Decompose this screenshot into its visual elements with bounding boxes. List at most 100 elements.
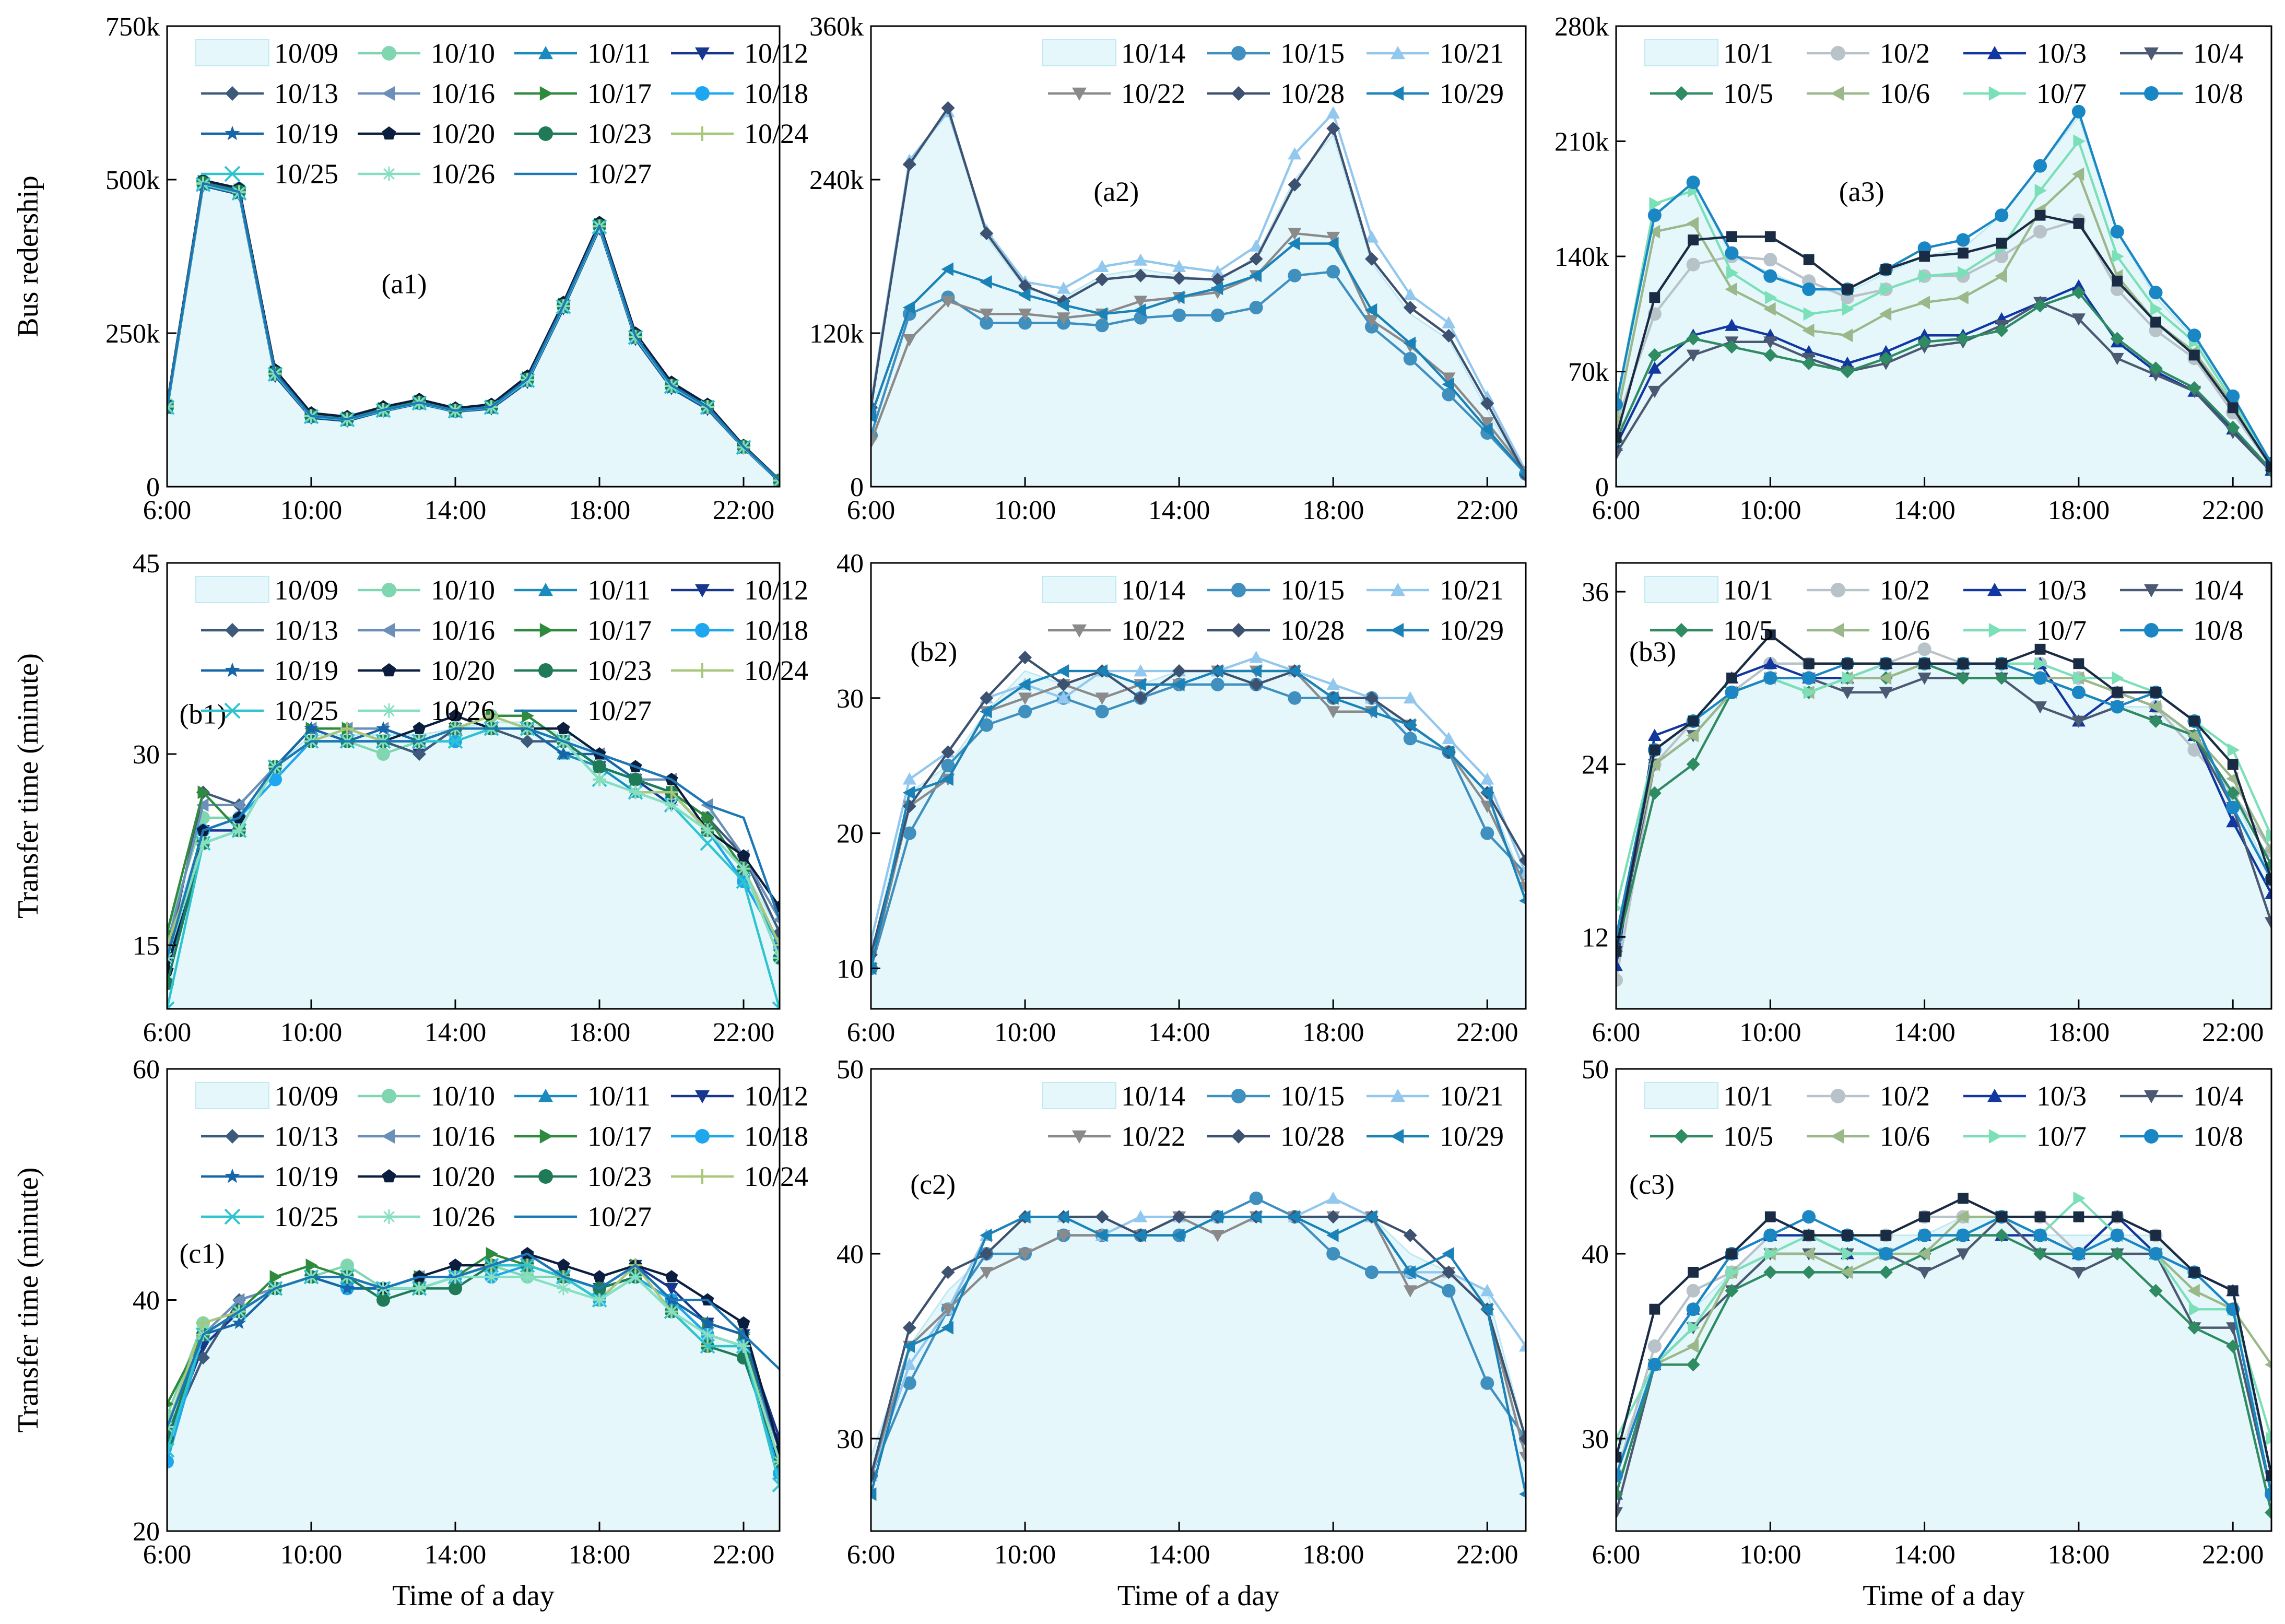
ylabel-c1: Transfer time (minute)	[12, 1167, 44, 1432]
legend-label-b2-2: 10/21	[1440, 574, 1504, 606]
point-b3-4-1	[1647, 786, 1662, 800]
legend-label-a2-3: 10/22	[1121, 78, 1185, 109]
legend-label-b1-9: 10/20	[431, 655, 495, 686]
legend-label-a3-2: 10/3	[2036, 38, 2087, 69]
legend-marker	[538, 46, 553, 60]
point-b1-11-9	[485, 709, 498, 723]
plot-area-b1	[167, 709, 780, 1009]
legend-marker	[1674, 1129, 1689, 1144]
legend-item-a1-6: 10/17	[514, 78, 652, 109]
point-b2-4-4	[1018, 651, 1032, 665]
point-a3-8-10	[1996, 238, 2007, 249]
point-c2-4-14	[1403, 1228, 1417, 1242]
point-a3-6-8	[1919, 269, 1931, 283]
axes-frame-b3	[1615, 562, 2272, 1010]
panel-b2: 10 20 30 40 6:00 10:00 14:00 18:00 22:00 (b2) 10/1…	[837, 549, 1527, 1048]
legend-label-c1-10: 10/23	[587, 1161, 652, 1192]
ytick-label-c2-2: 50	[837, 1055, 864, 1085]
point-a2-4-14	[1403, 301, 1417, 314]
ytick-label-b1-2: 45	[133, 549, 160, 579]
point-b1-10-12	[593, 760, 606, 774]
legend-item-b1-7: 10/18	[671, 615, 808, 646]
point-b3-8-15	[2188, 715, 2200, 727]
point-a3-7-12	[2071, 104, 2086, 119]
point-c2-3-3	[980, 1267, 994, 1279]
legend-marker	[1988, 1129, 2002, 1144]
point-c2-3-4	[1018, 1248, 1032, 1261]
point-a3-8-7	[1880, 264, 1892, 275]
point-c1-13-11	[557, 1281, 570, 1296]
xtick-label-c3-1: 10:00	[1739, 1540, 1801, 1570]
legend-label-c3-2: 10/3	[2036, 1080, 2087, 1112]
point-a3-3-13	[2110, 352, 2124, 366]
point-a3-8-4	[1764, 231, 1776, 242]
axes-frame-c3	[1615, 1068, 2272, 1532]
plot-area-c2	[871, 1191, 1526, 1531]
xtick-label-b3-1: 10:00	[1739, 1018, 1801, 1048]
legend-marker	[382, 1169, 396, 1183]
legend-label-b1-12: 10/25	[274, 695, 338, 726]
point-b2-5-9	[1210, 664, 1223, 678]
legend-marker	[1391, 623, 1404, 638]
legend-item-b1-9: 10/20	[358, 655, 495, 686]
point-c2-5-4	[1018, 1210, 1031, 1224]
point-c2-1-13	[1364, 1265, 1379, 1279]
point-b3-2-0	[1616, 959, 1623, 971]
series-line-c2-5	[871, 1215, 1526, 1494]
legend-marker	[382, 663, 396, 677]
point-a3-3-14	[2149, 369, 2163, 382]
point-a3-4-16	[2226, 420, 2240, 434]
point-b1-13-14	[665, 798, 678, 812]
legend-marker	[695, 1090, 710, 1103]
legend-label-b3-6: 10/7	[2036, 615, 2087, 646]
xtick-label-b1-4: 22:00	[713, 1018, 774, 1048]
legend-marker	[538, 1169, 553, 1184]
point-b3-7-16	[2226, 801, 2240, 815]
xtick-label-c1-4: 22:00	[713, 1540, 774, 1570]
point-b1-8-11	[556, 746, 571, 760]
legend-item-c1-10: 10/23	[514, 1161, 652, 1192]
point-b2-2-12	[1326, 677, 1340, 690]
point-c2-5-15	[1442, 1247, 1454, 1261]
point-b3-2-4	[1763, 656, 1777, 669]
ytick-label-a3-1: 70k	[1568, 358, 1609, 387]
point-c3-8-15	[2188, 1267, 2200, 1278]
xtick-label-c2-4: 22:00	[1456, 1540, 1518, 1570]
point-c1-12-17	[772, 1477, 780, 1492]
point-a2-4-6	[1095, 273, 1109, 287]
xtick-label-a2-0: 6:00	[847, 496, 895, 525]
point-c1-8-5	[340, 1281, 355, 1295]
legend-label-c1-9: 10/20	[431, 1161, 495, 1192]
legend-item-b1-4: 10/13	[201, 615, 338, 646]
panel-label-b3: (b3)	[1629, 636, 1676, 667]
panel-b1: 15 30 45 6:00 10:00 14:00 18:00 22:00 Transfer t…	[12, 549, 808, 1048]
legend-marker	[1391, 1089, 1405, 1102]
point-c3-6-15	[2188, 1302, 2201, 1316]
point-c3-8-9	[1958, 1193, 1969, 1204]
legend-label-c1-12: 10/25	[274, 1201, 338, 1232]
point-a2-1-9	[1210, 308, 1224, 322]
legend-marker	[1988, 86, 2002, 101]
point-c2-5-3	[980, 1228, 992, 1242]
point-b2-4-13	[1364, 691, 1379, 705]
point-c3-6-4	[1764, 1247, 1777, 1261]
point-a2-2-14	[1403, 288, 1417, 300]
point-b3-8-4	[1764, 629, 1776, 641]
legend-marker	[225, 662, 240, 677]
legend-swatch-area	[195, 1082, 269, 1109]
point-a3-7-11	[2033, 159, 2047, 173]
legend-label-c1-7: 10/18	[744, 1121, 808, 1152]
legend-label-b3-4: 10/5	[1723, 615, 1773, 646]
point-a2-3-4	[1018, 308, 1032, 321]
legend-label-a1-14: 10/27	[587, 158, 652, 190]
point-b3-7-3	[1725, 685, 1739, 699]
legend-item-b2-2: 10/21	[1367, 574, 1504, 606]
point-a2-5-16	[1480, 422, 1493, 436]
point-b2-4-7	[1134, 691, 1148, 705]
point-b3-2-17	[2265, 887, 2271, 900]
legend-item-c2-3: 10/22	[1048, 1121, 1185, 1152]
point-c3-5-2	[1686, 1339, 1699, 1353]
point-c2-1-15	[1442, 1284, 1456, 1298]
point-c1-6-9	[486, 1247, 498, 1261]
point-b2-5-15	[1442, 745, 1454, 759]
